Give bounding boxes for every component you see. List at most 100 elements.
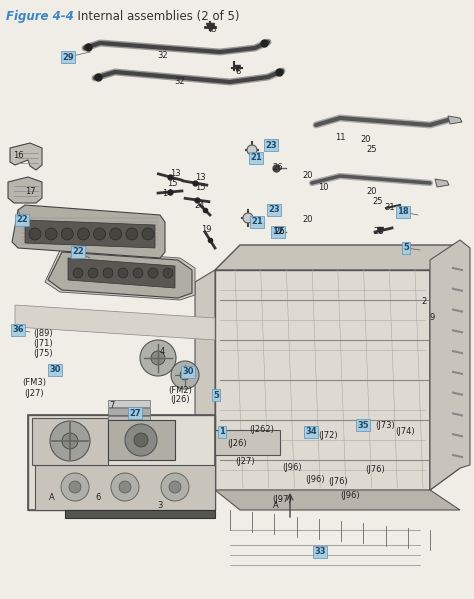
Polygon shape	[12, 205, 165, 258]
Polygon shape	[215, 270, 430, 490]
Text: 15: 15	[195, 183, 205, 192]
FancyBboxPatch shape	[108, 424, 150, 431]
Circle shape	[134, 433, 148, 447]
Polygon shape	[448, 116, 462, 124]
Circle shape	[140, 340, 176, 376]
Circle shape	[61, 473, 89, 501]
Text: (J89): (J89)	[33, 328, 53, 337]
Circle shape	[50, 421, 90, 461]
Text: (FM3): (FM3)	[22, 379, 46, 388]
Circle shape	[103, 268, 113, 278]
Text: 22: 22	[72, 247, 84, 256]
Text: 6: 6	[95, 494, 100, 503]
Text: (J96): (J96)	[340, 491, 360, 500]
Text: 9: 9	[429, 313, 435, 322]
Text: (J71): (J71)	[33, 338, 53, 347]
Polygon shape	[215, 245, 460, 270]
Polygon shape	[8, 177, 42, 203]
Text: 26: 26	[273, 164, 283, 173]
Text: 16: 16	[13, 150, 23, 159]
Text: 3: 3	[157, 501, 163, 510]
Polygon shape	[195, 270, 215, 505]
Text: (J26): (J26)	[227, 440, 247, 449]
Text: (J27): (J27)	[24, 389, 44, 398]
Text: 32: 32	[158, 50, 168, 59]
Text: (J27): (J27)	[235, 458, 255, 467]
Text: 25: 25	[373, 198, 383, 207]
Circle shape	[119, 481, 131, 493]
Text: 23: 23	[265, 141, 277, 150]
Text: (J72): (J72)	[318, 431, 338, 440]
Text: 20: 20	[303, 171, 313, 180]
Circle shape	[180, 370, 190, 380]
Text: 5: 5	[403, 244, 409, 253]
Circle shape	[163, 268, 173, 278]
Text: (J262): (J262)	[250, 425, 274, 434]
Circle shape	[93, 228, 106, 240]
Text: (J76): (J76)	[365, 465, 385, 474]
Text: 18: 18	[397, 207, 409, 216]
Text: 21: 21	[251, 217, 263, 226]
Text: 7: 7	[109, 401, 115, 410]
Circle shape	[161, 473, 189, 501]
Text: 27: 27	[129, 409, 141, 418]
Polygon shape	[45, 250, 195, 300]
Polygon shape	[435, 179, 449, 187]
Polygon shape	[32, 418, 108, 465]
Text: 23: 23	[268, 205, 280, 214]
Text: (J74): (J74)	[395, 428, 415, 437]
Text: 17: 17	[25, 187, 35, 196]
Polygon shape	[215, 430, 280, 455]
Circle shape	[77, 228, 90, 240]
Text: 20: 20	[367, 187, 377, 196]
Text: 2: 2	[421, 298, 427, 307]
Polygon shape	[430, 240, 470, 490]
Polygon shape	[28, 415, 215, 510]
Text: 15: 15	[167, 179, 177, 187]
Polygon shape	[15, 305, 215, 340]
Text: 8: 8	[235, 68, 241, 77]
Circle shape	[126, 228, 138, 240]
Circle shape	[109, 228, 122, 240]
Circle shape	[171, 361, 199, 389]
Text: 28: 28	[374, 228, 384, 237]
FancyBboxPatch shape	[108, 432, 150, 439]
Text: (J97): (J97)	[272, 495, 292, 504]
Circle shape	[73, 268, 83, 278]
Text: 36: 36	[12, 325, 24, 334]
Circle shape	[133, 268, 143, 278]
Text: (J96): (J96)	[282, 464, 302, 473]
Text: 30: 30	[182, 368, 194, 377]
Text: 32: 32	[175, 77, 185, 86]
Text: 8: 8	[210, 26, 216, 35]
Polygon shape	[10, 143, 42, 170]
FancyBboxPatch shape	[108, 408, 150, 415]
Circle shape	[142, 228, 154, 240]
FancyBboxPatch shape	[108, 416, 150, 423]
Text: 11: 11	[335, 134, 345, 143]
Polygon shape	[108, 420, 175, 460]
Circle shape	[243, 213, 253, 223]
Text: 30: 30	[49, 365, 61, 374]
Text: 33: 33	[314, 547, 326, 556]
Text: 1: 1	[219, 428, 225, 437]
Circle shape	[125, 424, 157, 456]
Polygon shape	[430, 245, 460, 490]
Text: (J75): (J75)	[33, 349, 53, 358]
Circle shape	[61, 228, 73, 240]
Text: 34: 34	[305, 428, 317, 437]
Polygon shape	[25, 220, 155, 248]
Polygon shape	[68, 258, 175, 288]
Circle shape	[88, 268, 98, 278]
Text: 29: 29	[62, 53, 74, 62]
Circle shape	[247, 145, 257, 155]
Text: 24: 24	[195, 201, 205, 210]
Circle shape	[111, 473, 139, 501]
Text: 21: 21	[250, 153, 262, 162]
Text: Figure 4-4: Figure 4-4	[6, 10, 74, 23]
Circle shape	[148, 268, 158, 278]
Text: (FM2): (FM2)	[168, 386, 192, 395]
Polygon shape	[215, 490, 460, 510]
Text: 35: 35	[357, 420, 369, 429]
Text: 22: 22	[16, 216, 28, 225]
